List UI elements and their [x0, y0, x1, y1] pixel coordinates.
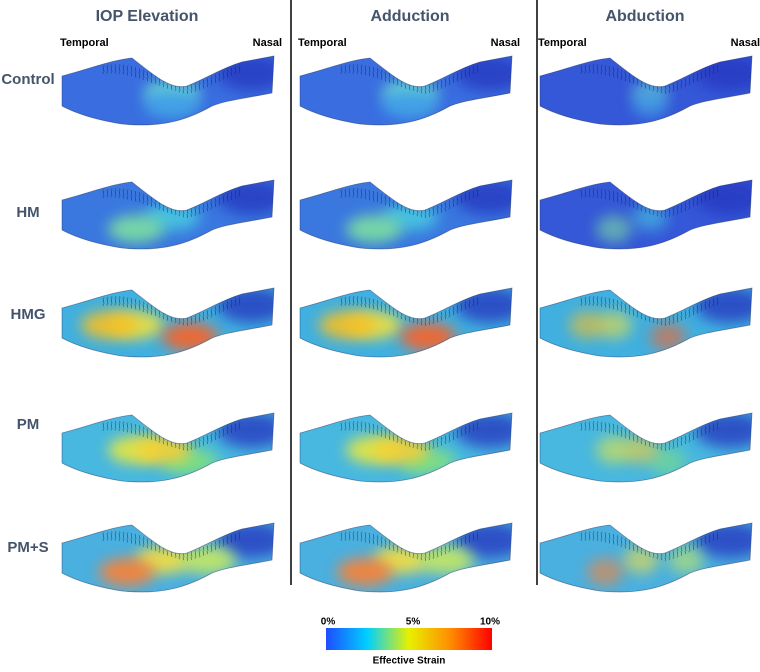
fiber-band: [580, 421, 720, 451]
render-spot: [569, 311, 605, 339]
render-spot: [108, 215, 164, 243]
render-spot: [162, 323, 218, 351]
strain-render: [539, 55, 753, 126]
render-body: [62, 413, 274, 483]
fiber-band: [340, 64, 480, 94]
render-spot: [650, 323, 686, 351]
fiber-band: [102, 296, 242, 326]
fiber-band: [340, 421, 480, 451]
render-outline: [61, 55, 275, 126]
render-spot: [596, 436, 632, 464]
strain-render: [61, 412, 275, 483]
strain-render: [299, 179, 513, 250]
strain-render: [299, 412, 513, 483]
fiber-band: [102, 531, 242, 561]
strain-render: [539, 179, 753, 250]
column-title: Adduction: [370, 8, 449, 25]
render-spot: [587, 558, 623, 586]
fiber-band: [340, 188, 480, 218]
render-outline: [539, 55, 753, 126]
render-spot: [337, 558, 393, 586]
render-outline: [299, 287, 513, 358]
fiber-band: [102, 421, 242, 451]
row-label: HMG: [11, 306, 46, 323]
strain-render: [61, 287, 275, 358]
fiber-band: [102, 64, 242, 94]
render-outline: [539, 179, 753, 250]
render-body: [62, 288, 274, 358]
side-label: Nasal: [253, 37, 282, 49]
render-spot: [144, 91, 200, 119]
strain-render: [299, 522, 513, 593]
side-label: Nasal: [491, 37, 520, 49]
fiber-band: [340, 531, 480, 561]
render-body: [300, 413, 512, 483]
colorbar: [326, 628, 492, 650]
render-spot: [346, 215, 402, 243]
render-spot: [99, 558, 155, 586]
colorbar-tick: 5%: [406, 617, 421, 628]
render-outline: [61, 412, 275, 483]
render-body: [62, 523, 274, 593]
colorbar-label: Effective Strain: [373, 656, 446, 667]
render-body: [62, 56, 274, 126]
render-body: [300, 523, 512, 593]
render-spot: [400, 323, 456, 351]
side-label: Temporal: [298, 37, 347, 49]
column-title: IOP Elevation: [96, 8, 199, 25]
render-outline: [539, 287, 753, 358]
fiber-band: [580, 64, 720, 94]
fiber-band: [580, 188, 720, 218]
strain-render: [539, 412, 753, 483]
strain-render: [61, 55, 275, 126]
colorbar-tick: 10%: [480, 617, 500, 628]
render-spot: [81, 311, 137, 339]
strain-render: [61, 522, 275, 593]
fiber-band: [102, 188, 242, 218]
render-spot: [650, 448, 686, 476]
side-label: Nasal: [731, 37, 760, 49]
row-label: PM+S: [7, 539, 48, 556]
render-outline: [299, 55, 513, 126]
fiber-band: [580, 296, 720, 326]
render-body: [62, 180, 274, 250]
render-outline: [539, 522, 753, 593]
render-body: [300, 180, 512, 250]
render-spot: [596, 215, 632, 243]
fiber-band: [340, 296, 480, 326]
colorbar-tick: 0%: [321, 617, 336, 628]
render-body: [300, 288, 512, 358]
row-label: PM: [17, 416, 40, 433]
column-title: Abduction: [605, 8, 684, 25]
render-outline: [61, 287, 275, 358]
strain-render: [299, 287, 513, 358]
render-spot: [596, 311, 632, 339]
row-label: Control: [1, 71, 54, 88]
render-outline: [299, 179, 513, 250]
render-spot: [632, 91, 668, 119]
strain-render: [539, 287, 753, 358]
render-outline: [61, 522, 275, 593]
side-label: Temporal: [60, 37, 109, 49]
render-outline: [539, 412, 753, 483]
fiber-band: [580, 531, 720, 561]
render-outline: [299, 412, 513, 483]
render-spot: [319, 311, 375, 339]
render-outline: [61, 179, 275, 250]
render-body: [300, 56, 512, 126]
render-outline: [299, 522, 513, 593]
strain-render: [539, 522, 753, 593]
side-label: Temporal: [538, 37, 587, 49]
row-label: HM: [16, 204, 39, 221]
render-spot: [382, 91, 438, 119]
strain-render: [61, 179, 275, 250]
strain-render: [299, 55, 513, 126]
